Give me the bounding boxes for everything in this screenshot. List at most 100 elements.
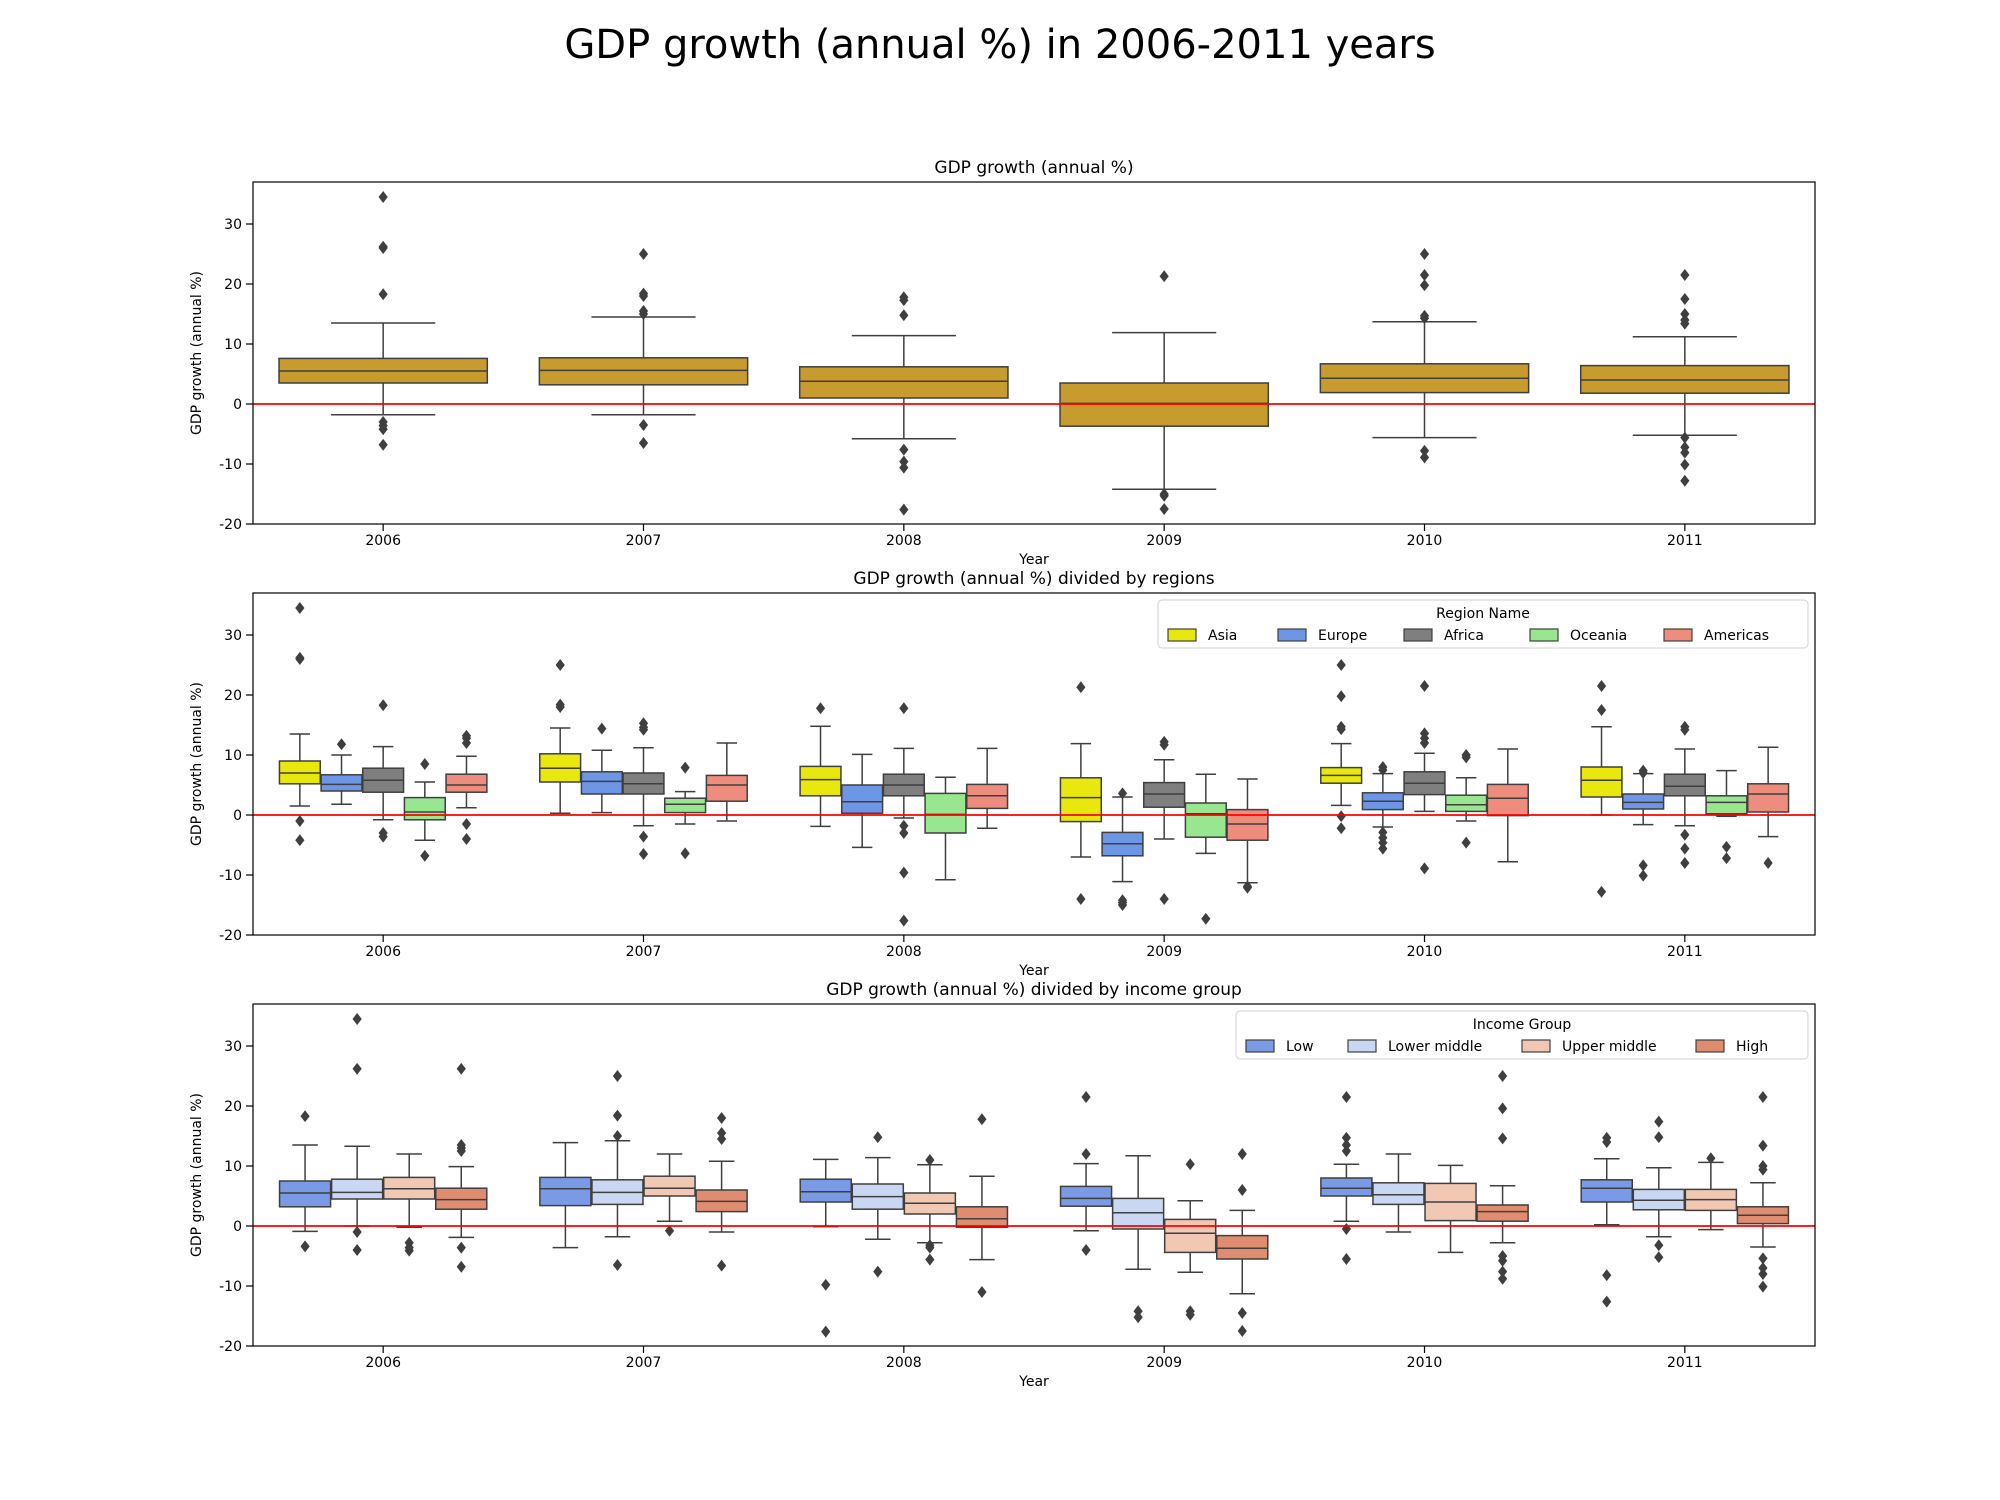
x-tick-label: 2011 <box>1667 944 1703 960</box>
x-tick-label: 2007 <box>626 944 662 960</box>
series-americas-box <box>1486 783 1529 817</box>
series-low-outlier <box>821 1278 831 1291</box>
series-asia-outlier <box>555 659 565 671</box>
series-europe-box <box>1622 793 1665 810</box>
series-overall-box <box>798 366 1009 399</box>
series-overall-outlier <box>1680 308 1690 320</box>
series-europe-outlier <box>1117 899 1128 911</box>
legend-frame <box>1235 1010 1809 1060</box>
x-tick-label: 2009 <box>1146 944 1182 960</box>
x-axis-label: Year <box>1018 552 1049 568</box>
x-tick-label: 2006 <box>365 1355 401 1371</box>
series-africa-outlier <box>378 699 388 712</box>
legend-swatch <box>1245 1039 1275 1053</box>
series-low-box <box>799 1178 852 1203</box>
series-high-outlier <box>717 1127 727 1139</box>
x-tick-label: 2008 <box>886 944 922 960</box>
series-africa-outlier <box>1419 680 1430 692</box>
series-asia-outlier <box>1336 659 1346 671</box>
series-asia-outlier <box>1336 723 1346 736</box>
series-high-outlier <box>977 1286 987 1298</box>
series-overall-outlier <box>1419 279 1430 292</box>
series-overall-outlier <box>899 455 909 468</box>
series-high-outlier <box>1237 1325 1247 1337</box>
series-overall-outlier <box>899 443 909 456</box>
y-tick-label: -20 <box>219 1339 242 1355</box>
x-tick-label: 2009 <box>1146 533 1182 549</box>
series-high-outlier <box>456 1241 466 1254</box>
series-overall-outlier <box>1159 489 1169 502</box>
series-lower-middle-outlier <box>352 1013 362 1025</box>
x-tick-label: 2006 <box>365 533 401 549</box>
series-asia-outlier <box>1336 822 1346 835</box>
series-overall-outlier <box>638 308 649 320</box>
series-americas-outlier <box>461 737 472 749</box>
series-africa-outlier <box>378 830 388 843</box>
y-tick-label: 0 <box>233 1219 242 1235</box>
series-lower-middle-outlier <box>612 1130 623 1142</box>
series-overall-outlier <box>899 461 909 474</box>
series-overall-outlier <box>1159 270 1169 283</box>
series-asia-outlier <box>815 702 826 715</box>
series-africa-outlier <box>638 723 649 736</box>
x-tick-label: 2011 <box>1667 1355 1703 1371</box>
series-asia-outlier <box>1596 704 1607 716</box>
series-overall-outlier <box>1680 458 1690 471</box>
series-lower-middle-box <box>1111 1197 1165 1230</box>
series-africa-box <box>1663 773 1706 797</box>
x-tick-label: 2006 <box>365 944 401 960</box>
series-upper-middle-outlier <box>1185 1308 1195 1321</box>
series-overall-outlier <box>1680 317 1690 330</box>
series-overall-outlier <box>1680 431 1690 444</box>
series-americas-box <box>1746 783 1790 813</box>
y-axis-label: GDP growth (annual %) <box>189 271 205 435</box>
series-overall-outlier <box>899 294 909 307</box>
series-africa-outlier <box>638 830 649 843</box>
series-europe-box <box>320 774 363 792</box>
series-africa-outlier <box>899 866 909 879</box>
series-low-outlier <box>1341 1131 1351 1144</box>
series-overall-outlier <box>378 242 388 254</box>
series-upper-middle-outlier <box>925 1154 935 1166</box>
series-asia-outlier <box>1596 680 1607 692</box>
legend-label: Americas <box>1704 628 1769 644</box>
legend-frame <box>1157 599 1809 649</box>
series-americas-outlier <box>461 818 472 830</box>
series-lower-middle-outlier <box>1654 1239 1664 1252</box>
series-upper-middle-outlier <box>664 1224 675 1237</box>
series-low-outlier <box>821 1325 831 1338</box>
series-high-outlier <box>1758 1262 1768 1274</box>
series-overall-box <box>538 357 749 386</box>
series-overall-outlier <box>1419 248 1430 260</box>
series-overall-outlier <box>1680 474 1690 487</box>
legend-label: Asia <box>1208 628 1237 644</box>
series-high-outlier <box>1498 1254 1508 1267</box>
x-tick-label: 2007 <box>626 533 662 549</box>
plot-frame <box>252 592 1816 936</box>
series-high-outlier <box>1237 1148 1247 1160</box>
chart-title: GDP growth (annual %) divided by regions <box>853 569 1214 589</box>
series-high-outlier <box>1237 1307 1247 1319</box>
x-axis-label: Year <box>1018 1374 1049 1390</box>
series-asia-outlier <box>1336 810 1346 823</box>
series-lower-middle-outlier <box>1133 1311 1143 1324</box>
series-high-outlier <box>456 1062 466 1075</box>
series-high-outlier <box>1498 1132 1508 1145</box>
series-asia-outlier <box>295 602 305 614</box>
series-lower-middle-outlier <box>873 1131 883 1144</box>
series-europe-box <box>841 784 884 814</box>
series-lower-middle-outlier <box>612 1109 623 1122</box>
series-high-box <box>1216 1234 1269 1260</box>
legend-label: Africa <box>1444 628 1484 644</box>
series-overall-outlier <box>899 309 909 322</box>
series-europe-outlier <box>1117 787 1128 800</box>
series-high-outlier <box>1498 1070 1508 1082</box>
y-tick-label: 0 <box>233 397 242 413</box>
series-africa-outlier <box>899 914 909 927</box>
series-oceania-outlier <box>1461 751 1471 764</box>
series-lower-middle-outlier <box>1654 1251 1664 1264</box>
y-tick-label: 20 <box>224 688 242 704</box>
series-overall-outlier <box>1419 451 1430 464</box>
series-low-box <box>278 1180 332 1208</box>
